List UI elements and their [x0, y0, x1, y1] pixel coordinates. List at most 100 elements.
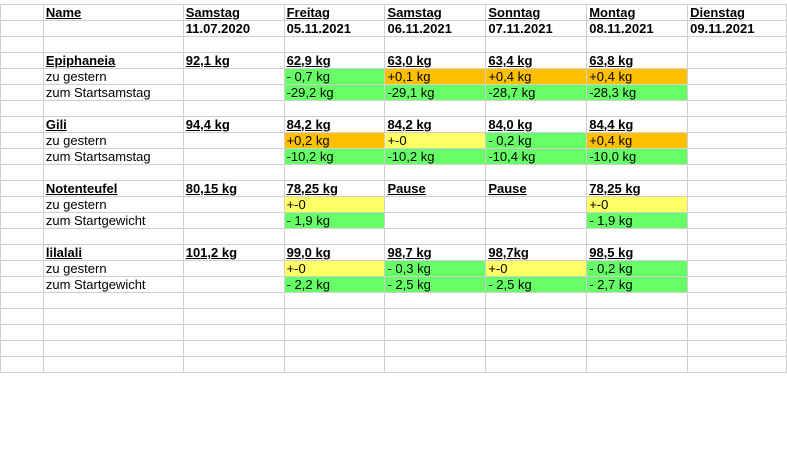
empty-cell[interactable] [384, 340, 487, 357]
empty-cell[interactable] [586, 340, 689, 357]
empty-cell[interactable] [384, 324, 487, 341]
empty-cell[interactable] [485, 36, 588, 53]
empty-cell[interactable] [687, 324, 787, 341]
empty-cell[interactable] [0, 244, 44, 261]
empty-cell[interactable] [182, 292, 285, 309]
empty-cell[interactable] [485, 340, 588, 357]
empty-cell[interactable] [0, 340, 44, 357]
date-header[interactable]: 09.11.2021 [687, 20, 787, 37]
empty-cell[interactable] [384, 292, 487, 309]
delta-cell[interactable]: +0,2 kg [283, 132, 386, 149]
total-cell[interactable]: - 2,2 kg [283, 276, 386, 293]
empty-cell[interactable] [485, 356, 588, 373]
empty-cell[interactable] [182, 132, 285, 149]
weight-cell[interactable]: 84,4 kg [586, 116, 689, 133]
weight-cell[interactable]: 63,4 kg [485, 52, 588, 69]
empty-cell[interactable] [0, 20, 44, 37]
weight-cell[interactable]: 98,5 kg [586, 244, 689, 261]
empty-cell[interactable] [384, 164, 487, 181]
total-cell[interactable]: -10,0 kg [586, 148, 689, 165]
total-cell[interactable]: - 2,5 kg [384, 276, 487, 293]
weight-cell[interactable]: 78,25 kg [283, 180, 386, 197]
delta-cell[interactable]: +0,4 kg [586, 68, 689, 85]
empty-cell[interactable] [0, 116, 44, 133]
date-header[interactable]: 06.11.2021 [384, 20, 487, 37]
delta-cell[interactable]: +-0 [384, 132, 487, 149]
total-cell[interactable]: - 2,5 kg [485, 276, 588, 293]
empty-cell[interactable] [0, 52, 44, 69]
day-header[interactable]: Freitag [283, 4, 386, 21]
empty-cell[interactable] [182, 196, 285, 213]
empty-cell[interactable] [0, 84, 44, 101]
weight-cell[interactable]: Pause [384, 180, 487, 197]
weight-cell[interactable]: 63,8 kg [586, 52, 689, 69]
empty-cell[interactable] [182, 164, 285, 181]
empty-cell[interactable] [586, 324, 689, 341]
weight-cell[interactable]: Pause [485, 180, 588, 197]
person-name[interactable]: Gili [42, 116, 184, 133]
total-cell[interactable]: -10,2 kg [384, 148, 487, 165]
weight-cell[interactable] [687, 180, 787, 197]
delta-label[interactable]: zu gestern [42, 68, 184, 85]
empty-cell[interactable] [0, 36, 44, 53]
empty-cell[interactable] [0, 228, 44, 245]
total-cell[interactable]: -28,7 kg [485, 84, 588, 101]
weight-cell[interactable] [687, 116, 787, 133]
total-cell[interactable]: -10,2 kg [283, 148, 386, 165]
empty-cell[interactable] [384, 308, 487, 325]
empty-cell[interactable] [0, 356, 44, 373]
day-header[interactable]: Dienstag [687, 4, 787, 21]
empty-cell[interactable] [42, 340, 184, 357]
delta-cell[interactable]: - 0,3 kg [384, 260, 487, 277]
empty-cell[interactable] [0, 324, 44, 341]
delta-cell[interactable]: +0,1 kg [384, 68, 487, 85]
empty-cell[interactable] [384, 100, 487, 117]
day-header[interactable]: Montag [586, 4, 689, 21]
delta-cell[interactable]: +-0 [283, 260, 386, 277]
total-label[interactable]: zum Startgewicht [42, 212, 184, 229]
empty-cell[interactable] [283, 100, 386, 117]
empty-cell[interactable] [0, 164, 44, 181]
delta-cell[interactable]: +-0 [283, 196, 386, 213]
delta-cell[interactable] [384, 196, 487, 213]
start-weight[interactable]: 101,2 kg [182, 244, 285, 261]
weight-cell[interactable]: 84,2 kg [384, 116, 487, 133]
total-cell[interactable]: -28,3 kg [586, 84, 689, 101]
start-weight[interactable]: 94,4 kg [182, 116, 285, 133]
empty-cell[interactable] [687, 100, 787, 117]
empty-cell[interactable] [687, 356, 787, 373]
empty-cell[interactable] [0, 292, 44, 309]
day-header[interactable]: Sonntag [485, 4, 588, 21]
total-cell[interactable] [687, 276, 787, 293]
empty-cell[interactable] [0, 100, 44, 117]
empty-cell[interactable] [687, 228, 787, 245]
weight-cell[interactable]: 98,7kg [485, 244, 588, 261]
empty-cell[interactable] [42, 292, 184, 309]
empty-cell[interactable] [182, 356, 285, 373]
weight-cell[interactable]: 62,9 kg [283, 52, 386, 69]
total-cell[interactable] [687, 84, 787, 101]
empty-cell[interactable] [42, 228, 184, 245]
delta-cell[interactable] [687, 68, 787, 85]
empty-cell[interactable] [42, 36, 184, 53]
empty-cell[interactable] [485, 228, 588, 245]
empty-cell[interactable] [182, 148, 285, 165]
empty-cell[interactable] [182, 84, 285, 101]
empty-cell[interactable] [0, 180, 44, 197]
empty-cell[interactable] [687, 164, 787, 181]
empty-cell[interactable] [0, 196, 44, 213]
empty-cell[interactable] [42, 20, 184, 37]
delta-cell[interactable] [485, 196, 588, 213]
person-name[interactable]: Epiphaneia [42, 52, 184, 69]
weight-cell[interactable]: 84,0 kg [485, 116, 588, 133]
delta-cell[interactable] [687, 132, 787, 149]
empty-cell[interactable] [283, 292, 386, 309]
empty-cell[interactable] [586, 308, 689, 325]
person-name[interactable]: lilalali [42, 244, 184, 261]
weight-cell[interactable]: 98,7 kg [384, 244, 487, 261]
total-cell[interactable] [384, 212, 487, 229]
empty-cell[interactable] [42, 100, 184, 117]
empty-cell[interactable] [485, 100, 588, 117]
delta-cell[interactable]: +0,4 kg [586, 132, 689, 149]
delta-label[interactable]: zu gestern [42, 196, 184, 213]
